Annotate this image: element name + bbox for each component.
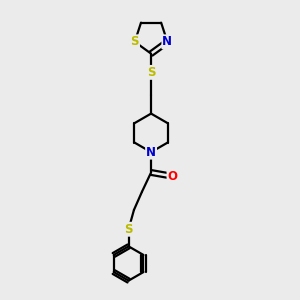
Text: N: N	[162, 35, 172, 48]
Text: S: S	[147, 66, 155, 79]
Text: N: N	[146, 146, 156, 159]
Text: S: S	[124, 223, 133, 236]
Text: S: S	[130, 35, 139, 48]
Text: O: O	[167, 170, 178, 183]
